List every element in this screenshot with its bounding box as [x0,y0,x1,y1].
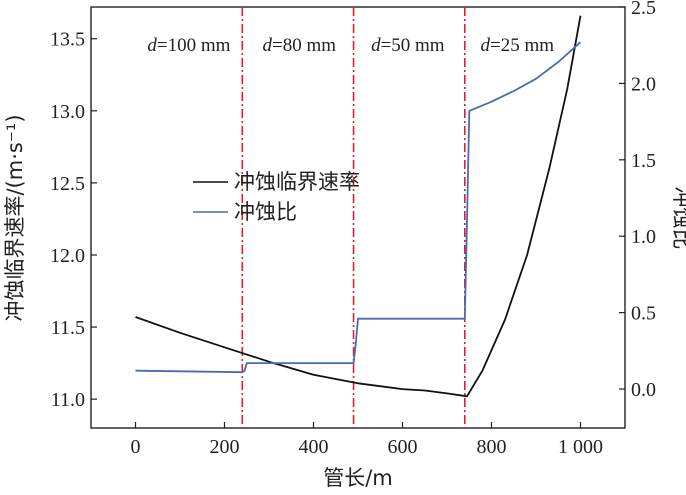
segment-diameter-label: d=25 mm [481,35,555,56]
right-y-tick-label: 2.5 [631,0,656,19]
segment-diameter-label: d=80 mm [262,35,336,56]
left-y-tick-label: 11.0 [51,389,85,411]
series-lines [135,15,582,398]
series-line-critical-velocity [135,15,582,398]
right-y-axis-title: 冲蚀比 [670,187,686,250]
left-y-axis-ticks: 11.0 11.5 12.0 12.5 13.0 13.5 [50,29,97,411]
legend: 冲蚀临界速率 冲蚀比 [193,170,360,224]
right-y-axis-ticks: 0.0 0.5 1.0 1.5 2.0 2.5 [619,0,656,401]
left-y-tick-label: 13.0 [50,101,85,123]
x-tick-label: 0 [131,436,141,458]
series-line-erosion-ratio [135,41,582,374]
segment-diameter-label: d=50 mm [371,35,445,56]
right-y-tick-label: 1.5 [631,150,656,172]
x-axis-ticks: 0 200 400 600 800 1 000 [131,422,603,458]
right-y-tick-label: 2.0 [631,73,656,95]
x-axis-title: 管长/m [323,466,393,490]
right-y-tick-label: 1.0 [631,226,656,248]
segment-dividers [241,7,466,428]
x-tick-label: 400 [299,436,329,458]
left-y-tick-label: 12.5 [50,173,85,195]
left-y-tick-label: 13.5 [50,29,85,51]
x-tick-label: 600 [388,436,418,458]
right-y-tick-label: 0.0 [631,379,656,401]
left-y-axis-title: 冲蚀临界速率/(m·s⁻¹) [3,114,27,321]
legend-label-erosion-ratio: 冲蚀比 [234,200,297,224]
right-y-tick-label: 0.5 [631,303,656,325]
x-tick-label: 1 000 [558,436,603,458]
legend-label-critical-velocity: 冲蚀临界速率 [234,170,360,194]
x-tick-label: 800 [477,436,507,458]
segment-labels: d=100 mm d=80 mm d=50 mm d=25 mm [147,35,554,56]
x-tick-label: 200 [210,436,240,458]
left-y-tick-label: 11.5 [51,317,85,339]
segment-diameter-label: d=100 mm [147,35,230,56]
plot-frame [90,6,626,429]
left-y-tick-label: 12.0 [50,245,85,267]
